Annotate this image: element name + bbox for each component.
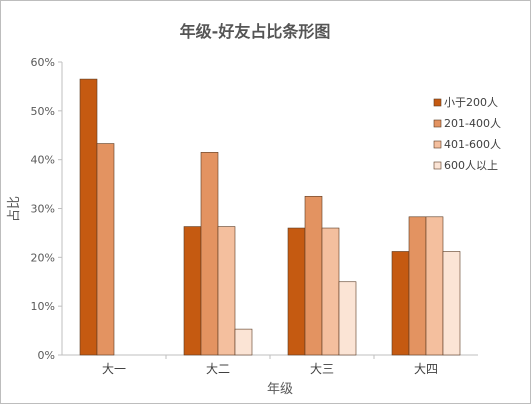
- bar: [287, 227, 306, 356]
- bar: [391, 251, 410, 356]
- chart-title: 年级-好友占比条形图: [180, 22, 331, 41]
- bar: [321, 227, 340, 356]
- y-tick-label: 30%: [31, 203, 55, 216]
- x-tick-label: 大二: [206, 362, 230, 376]
- legend-label: 小于200人: [444, 96, 498, 109]
- bar: [200, 152, 219, 356]
- bar: [408, 216, 427, 356]
- bar: [96, 143, 115, 356]
- y-tick-label: 0%: [38, 349, 55, 362]
- y-tick-label: 20%: [31, 251, 55, 264]
- y-tick-label: 10%: [31, 300, 55, 313]
- legend-swatch: [433, 161, 442, 170]
- legend-swatch: [433, 98, 442, 107]
- x-tick-label: 大三: [310, 362, 334, 376]
- x-axis-title: 年级: [267, 382, 293, 397]
- legend: 小于200人 201-400人 401-600人 600人以上: [433, 96, 501, 172]
- y-tick-label: 50%: [31, 105, 55, 118]
- bar: [304, 195, 323, 356]
- legend-swatch: [433, 140, 442, 149]
- y-axis-title: 占比: [7, 196, 22, 222]
- x-tick-label: 大一: [102, 362, 126, 376]
- bar: [425, 216, 444, 356]
- legend-label: 201-400人: [444, 117, 501, 130]
- bar: [234, 328, 253, 356]
- bar: [217, 226, 236, 356]
- bar: [79, 78, 98, 356]
- bar: [442, 251, 461, 356]
- y-tick-label: 60%: [31, 56, 55, 69]
- legend-label: 600人以上: [444, 159, 498, 172]
- y-tick-label: 40%: [31, 154, 55, 167]
- plot-area: 0% 10% 20% 30% 40% 50% 60% 大一 大二 大三 大四: [31, 56, 478, 376]
- x-tick-label: 大四: [414, 362, 438, 376]
- legend-label: 401-600人: [444, 138, 501, 151]
- bar: [183, 226, 202, 356]
- bar: [338, 281, 357, 356]
- legend-swatch: [433, 119, 442, 128]
